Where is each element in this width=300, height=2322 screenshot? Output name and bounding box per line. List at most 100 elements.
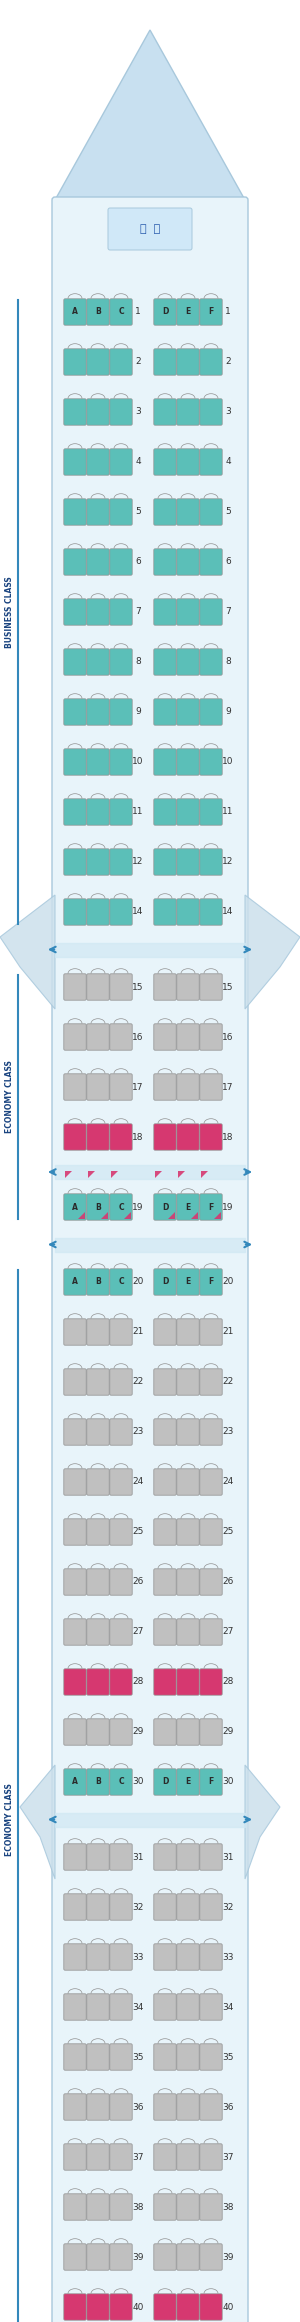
FancyBboxPatch shape [87, 1419, 109, 1444]
FancyBboxPatch shape [110, 2143, 132, 2171]
FancyBboxPatch shape [64, 300, 86, 325]
FancyBboxPatch shape [177, 548, 199, 576]
FancyBboxPatch shape [87, 2243, 109, 2271]
FancyBboxPatch shape [64, 448, 86, 476]
FancyBboxPatch shape [200, 1844, 222, 1869]
FancyBboxPatch shape [64, 1368, 86, 1396]
FancyBboxPatch shape [177, 1769, 199, 1795]
Text: A: A [72, 307, 78, 316]
FancyBboxPatch shape [87, 1470, 109, 1495]
FancyBboxPatch shape [87, 2294, 109, 2320]
Text: 16: 16 [132, 1033, 144, 1043]
Polygon shape [214, 1212, 221, 1219]
FancyBboxPatch shape [154, 1519, 176, 1544]
Text: 10: 10 [222, 757, 234, 766]
FancyBboxPatch shape [200, 399, 222, 425]
FancyBboxPatch shape [110, 648, 132, 676]
FancyBboxPatch shape [177, 2094, 199, 2120]
FancyBboxPatch shape [64, 1769, 86, 1795]
Text: 1: 1 [225, 307, 231, 316]
FancyBboxPatch shape [87, 1124, 109, 1149]
FancyBboxPatch shape [87, 2043, 109, 2071]
FancyBboxPatch shape [177, 973, 199, 1001]
FancyBboxPatch shape [154, 2194, 176, 2220]
Polygon shape [124, 1212, 131, 1219]
FancyBboxPatch shape [177, 2043, 199, 2071]
Text: 29: 29 [132, 1728, 144, 1737]
Text: 35: 35 [132, 2053, 144, 2062]
FancyBboxPatch shape [154, 1718, 176, 1746]
FancyBboxPatch shape [87, 548, 109, 576]
Text: 34: 34 [132, 2002, 144, 2011]
FancyBboxPatch shape [87, 1944, 109, 1969]
FancyBboxPatch shape [154, 2043, 176, 2071]
Text: 20: 20 [222, 1277, 234, 1286]
FancyBboxPatch shape [154, 599, 176, 625]
FancyBboxPatch shape [87, 748, 109, 776]
FancyBboxPatch shape [177, 1319, 199, 1344]
FancyBboxPatch shape [200, 1718, 222, 1746]
FancyBboxPatch shape [87, 1769, 109, 1795]
FancyBboxPatch shape [200, 448, 222, 476]
Text: C: C [118, 1203, 124, 1212]
FancyBboxPatch shape [177, 1470, 199, 1495]
FancyBboxPatch shape [87, 1519, 109, 1544]
Text: 2: 2 [135, 358, 141, 367]
FancyBboxPatch shape [200, 748, 222, 776]
FancyBboxPatch shape [177, 1073, 199, 1101]
FancyBboxPatch shape [154, 399, 176, 425]
FancyBboxPatch shape [154, 850, 176, 875]
FancyBboxPatch shape [110, 399, 132, 425]
FancyBboxPatch shape [87, 699, 109, 724]
FancyBboxPatch shape [154, 973, 176, 1001]
Text: E: E [185, 1203, 190, 1212]
FancyBboxPatch shape [64, 2294, 86, 2320]
FancyBboxPatch shape [200, 599, 222, 625]
FancyBboxPatch shape [64, 399, 86, 425]
FancyBboxPatch shape [64, 699, 86, 724]
Text: 38: 38 [222, 2204, 234, 2211]
FancyBboxPatch shape [52, 197, 248, 2322]
Text: 9: 9 [225, 708, 231, 717]
FancyBboxPatch shape [154, 2094, 176, 2120]
FancyBboxPatch shape [177, 1419, 199, 1444]
Text: C: C [118, 1779, 124, 1786]
FancyBboxPatch shape [87, 1844, 109, 1869]
Text: 11: 11 [222, 808, 234, 817]
FancyBboxPatch shape [110, 1024, 132, 1050]
Text: 14: 14 [132, 908, 144, 917]
Text: 22: 22 [132, 1377, 144, 1386]
FancyBboxPatch shape [87, 1268, 109, 1296]
Text: 36: 36 [132, 2101, 144, 2111]
FancyBboxPatch shape [108, 209, 192, 251]
Polygon shape [0, 894, 55, 1010]
FancyBboxPatch shape [200, 1995, 222, 2020]
FancyBboxPatch shape [87, 448, 109, 476]
Text: 9: 9 [135, 708, 141, 717]
FancyBboxPatch shape [87, 2143, 109, 2171]
Text: 39: 39 [222, 2252, 234, 2262]
FancyBboxPatch shape [110, 1570, 132, 1595]
Text: 35: 35 [222, 2053, 234, 2062]
FancyBboxPatch shape [154, 1419, 176, 1444]
FancyBboxPatch shape [154, 448, 176, 476]
FancyBboxPatch shape [200, 1268, 222, 1296]
FancyBboxPatch shape [87, 1995, 109, 2020]
FancyBboxPatch shape [154, 648, 176, 676]
FancyBboxPatch shape [154, 1844, 176, 1869]
FancyBboxPatch shape [177, 348, 199, 376]
FancyBboxPatch shape [87, 300, 109, 325]
FancyBboxPatch shape [177, 1944, 199, 1969]
FancyBboxPatch shape [64, 1844, 86, 1869]
Text: A: A [72, 1779, 78, 1786]
Text: B: B [95, 1779, 101, 1786]
Text: 7: 7 [225, 608, 231, 618]
Text: 33: 33 [222, 1953, 234, 1962]
FancyBboxPatch shape [110, 1944, 132, 1969]
FancyBboxPatch shape [154, 548, 176, 576]
FancyBboxPatch shape [64, 2194, 86, 2220]
FancyBboxPatch shape [177, 399, 199, 425]
FancyBboxPatch shape [200, 1319, 222, 1344]
FancyBboxPatch shape [87, 1194, 109, 1219]
FancyBboxPatch shape [110, 850, 132, 875]
